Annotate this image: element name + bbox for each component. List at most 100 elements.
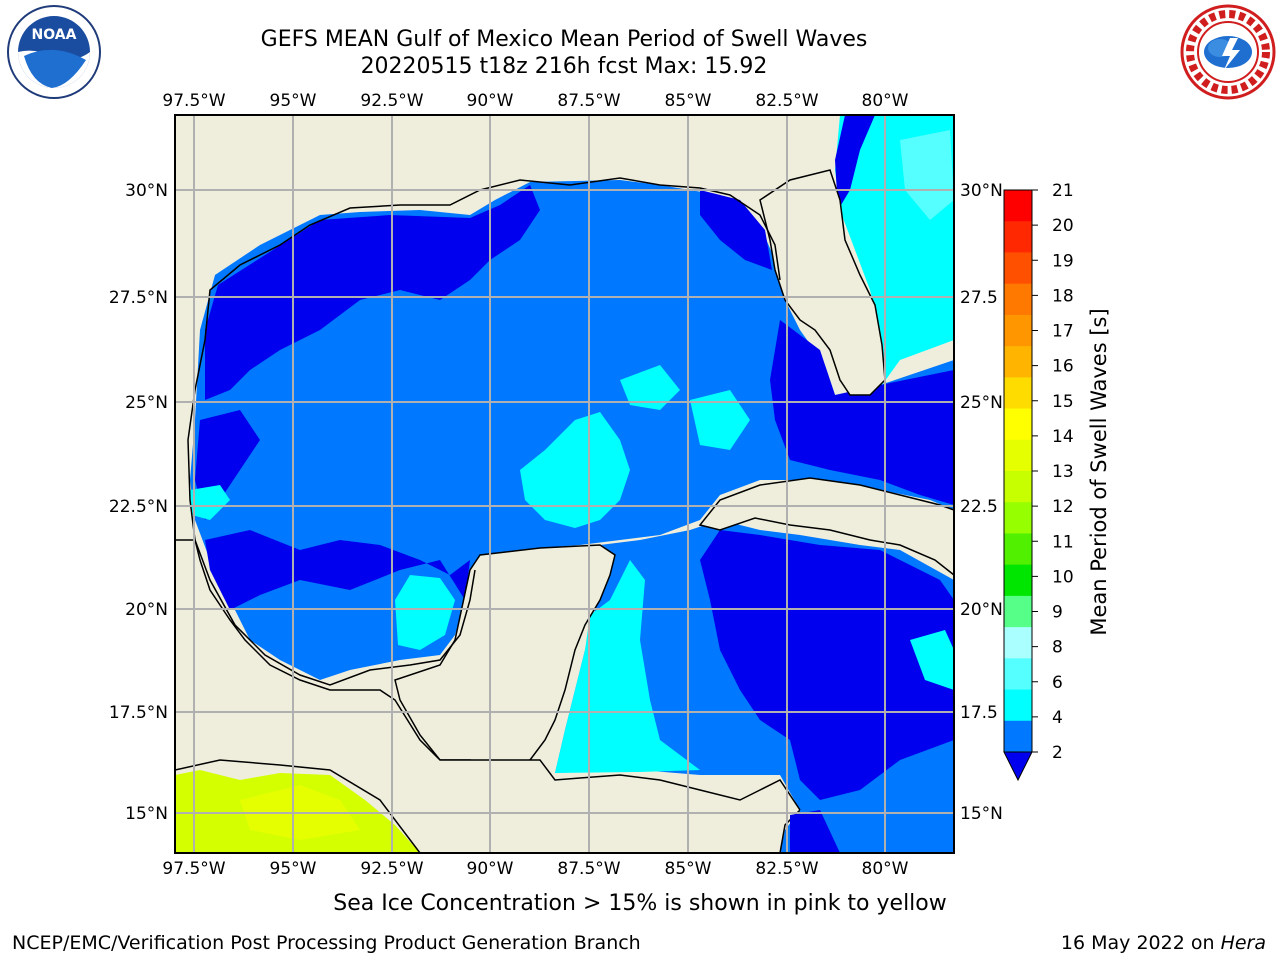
gulf-cyan-campeche xyxy=(395,575,455,650)
colorbar-label: 14 xyxy=(1052,427,1074,447)
gulf-water-deep-3 xyxy=(205,530,470,610)
lat-label: 15°N xyxy=(125,804,168,824)
colorbar-swatch xyxy=(1004,408,1032,441)
footer-credit: NCEP/EMC/Verification Post Processing Pr… xyxy=(12,932,641,954)
lat-label: 17.5°N xyxy=(109,703,168,723)
lat-label: 20°N xyxy=(960,600,1003,620)
lon-label: 85°W xyxy=(665,859,712,879)
colorbar-label: 21 xyxy=(1052,181,1074,201)
map-frame xyxy=(174,114,955,854)
map-field xyxy=(175,115,954,853)
lon-label: 95°W xyxy=(270,859,317,879)
gulf-coastline xyxy=(187,177,781,541)
colorbar-swatch xyxy=(1004,564,1032,597)
footer-date: 16 May 2022 on Hera xyxy=(1061,932,1266,954)
lon-label: 82.5°W xyxy=(755,859,818,879)
colorbar-label: 20 xyxy=(1052,216,1074,236)
gulf-water-deep xyxy=(205,185,540,400)
colorbar-swatch xyxy=(1004,689,1032,722)
graticule xyxy=(175,115,954,853)
lat-label: 30°N xyxy=(960,181,1003,201)
gulf-water-deep-5 xyxy=(700,190,772,270)
colorbar-swatch xyxy=(1004,190,1032,222)
lon-label: 92.5°W xyxy=(360,91,423,111)
gulf-cyan-east-2 xyxy=(690,390,750,450)
colorbar: 21 20 19 18 17 16 15 14 13 12 11 10 9 8 6 4 2 xyxy=(1003,181,1074,782)
atlantic-deep xyxy=(835,115,875,210)
lon-label: 90°W xyxy=(467,91,514,111)
lat-label: 30°N xyxy=(125,181,168,201)
atlantic-lightcyan xyxy=(900,130,954,220)
colorbar-swatch xyxy=(1004,314,1032,347)
lat-label: 27.5 xyxy=(960,288,998,308)
lon-label: 97.5°W xyxy=(162,859,225,879)
gulf-water-deep-4 xyxy=(770,320,954,505)
colorbar-swatch xyxy=(1004,720,1032,753)
lat-labels-right: 30°N 27.5 25°N 22.5 20°N 17.5 15°N xyxy=(960,181,1003,824)
colorbar-label: 17 xyxy=(1052,322,1074,342)
colorbar-label: 8 xyxy=(1052,638,1063,658)
footer-host: Hera xyxy=(1220,932,1266,954)
footer-date-text: 16 May 2022 on xyxy=(1060,932,1221,954)
noaa-logo-icon: NOAA xyxy=(7,5,101,99)
colorbar-swatch xyxy=(1004,283,1032,316)
lon-label: 90°W xyxy=(467,859,514,879)
lon-labels-bottom: 97.5°W 95°W 92.5°W 90°W 87.5°W 85°W 82.5… xyxy=(162,859,908,879)
yucatan-land xyxy=(394,544,616,766)
lat-label: 22.5°N xyxy=(109,497,168,517)
colorbar-label: 18 xyxy=(1052,286,1074,306)
cuba-land xyxy=(698,477,954,576)
lon-label: 82.5°W xyxy=(755,91,818,111)
lon-label: 80°W xyxy=(862,91,909,111)
colorbar-label: 4 xyxy=(1052,708,1063,728)
colorbar-swatch xyxy=(1004,471,1032,503)
lat-label: 17.5 xyxy=(960,703,998,723)
lon-label: 95°W xyxy=(270,91,317,111)
colorbar-swatch xyxy=(1004,533,1032,566)
colorbar-label: 15 xyxy=(1052,392,1074,412)
caribbean-cyan xyxy=(555,560,700,773)
gulf-cyan-central xyxy=(520,412,630,528)
lat-label: 25°N xyxy=(960,393,1003,413)
lat-label: 22.5 xyxy=(960,497,998,517)
lat-label: 25°N xyxy=(125,393,168,413)
caribbean-south-deep xyxy=(790,810,840,853)
colorbar-swatch xyxy=(1004,252,1032,285)
ice-note: Sea Ice Concentration > 15% is shown in … xyxy=(333,891,947,916)
florida-land xyxy=(759,169,886,396)
lat-label: 20°N xyxy=(125,600,168,620)
colorbar-swatch xyxy=(1004,439,1032,472)
colorbar-swatch xyxy=(1004,377,1032,410)
colorbar-swatch xyxy=(1004,627,1032,659)
colorbar-label: 9 xyxy=(1052,603,1063,623)
chart-title: GEFS MEAN Gulf of Mexico Mean Period of … xyxy=(260,27,868,52)
colorbar-label: 6 xyxy=(1052,673,1063,693)
colorbar-label: 11 xyxy=(1052,532,1074,552)
mexico-coastline xyxy=(194,539,476,686)
caribbean-cyan-2 xyxy=(910,630,954,690)
lon-label: 92.5°W xyxy=(360,859,423,879)
lat-labels-left: 30°N 27.5°N 25°N 22.5°N 20°N 17.5°N 15°N xyxy=(109,181,168,824)
lon-label: 87.5°W xyxy=(557,859,620,879)
lat-label: 15°N xyxy=(960,804,1003,824)
svg-text:NOAA: NOAA xyxy=(32,27,77,43)
colorbar-extend-arrow xyxy=(1003,751,1033,782)
colorbar-label: 13 xyxy=(1052,462,1074,482)
colorbar-swatch xyxy=(1004,595,1032,628)
lon-label: 80°W xyxy=(862,859,909,879)
colorbar-title: Mean Period of Swell Waves [s] xyxy=(1087,308,1111,635)
lon-labels-top: 97.5°W 95°W 92.5°W 90°W 87.5°W 85°W 82.5… xyxy=(162,91,908,111)
colorbar-label: 12 xyxy=(1052,497,1074,517)
colorbar-label: 16 xyxy=(1052,357,1074,377)
gulf-cyan-east xyxy=(620,365,680,410)
colorbar-swatch xyxy=(1004,502,1032,534)
colorbar-swatch xyxy=(1004,221,1032,253)
lon-label: 97.5°W xyxy=(162,91,225,111)
chart-subtitle: 20220515 t18z 216h fcst Max: 15.92 xyxy=(360,54,768,79)
colorbar-label: 2 xyxy=(1052,743,1063,763)
gulf-cyan-west xyxy=(190,485,230,520)
caribbean-deep xyxy=(700,530,954,800)
lon-label: 87.5°W xyxy=(557,91,620,111)
colorbar-swatch xyxy=(1004,658,1032,691)
